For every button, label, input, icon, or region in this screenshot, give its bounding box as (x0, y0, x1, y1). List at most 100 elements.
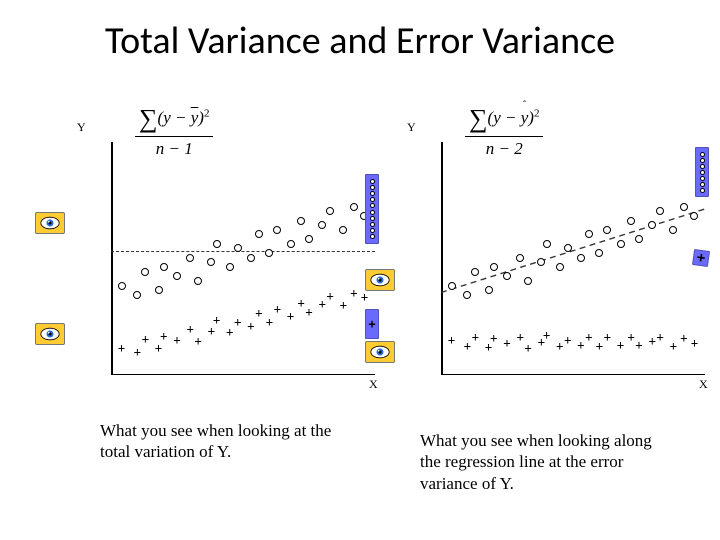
projected-point: + (490, 332, 497, 344)
data-point (141, 268, 149, 276)
data-point (556, 263, 564, 271)
formula-left-den: n − 1 (135, 137, 213, 159)
regline-right (405, 120, 705, 390)
y-axis-label-right: Y (407, 120, 416, 135)
projected-point: + (361, 291, 368, 303)
data-point (207, 258, 215, 266)
data-point (595, 249, 603, 257)
eyes-right (405, 120, 705, 390)
y-axis-label-left: Y (77, 120, 86, 135)
data-point (577, 254, 585, 262)
data-point (326, 207, 334, 215)
projection-left: ++++++++++++++++++++++++ (75, 120, 375, 390)
data-point (656, 207, 664, 215)
x-axis-right (441, 374, 705, 376)
projected-point: + (538, 336, 545, 348)
projected-point: + (194, 335, 201, 347)
projected-point: + (266, 316, 273, 328)
y-axis-left (111, 142, 113, 374)
data-point (537, 258, 545, 266)
data-point (339, 226, 347, 234)
data-point (448, 282, 456, 290)
projected-point: + (464, 340, 471, 352)
data-point (186, 254, 194, 262)
x-axis-label-right: X (699, 377, 708, 392)
eye-icon (35, 212, 65, 234)
data-point (160, 263, 168, 271)
eyes-left (75, 120, 375, 390)
data-point (648, 221, 656, 229)
data-point (490, 263, 498, 271)
data-point (463, 291, 471, 299)
projected-point: + (627, 331, 634, 343)
eye-icon (35, 323, 65, 345)
projected-point: + (118, 342, 125, 354)
data-point (265, 249, 273, 257)
projected-point: + (305, 306, 312, 318)
data-point (194, 277, 202, 285)
projected-point: + (326, 290, 333, 302)
data-point (350, 203, 358, 211)
marginal-dot-bar (365, 174, 379, 244)
ybar-guide (111, 251, 375, 252)
formula-right-den: n − 2 (465, 137, 543, 159)
data-point (503, 272, 511, 280)
data-point (617, 240, 625, 248)
x-axis-label-left: X (369, 377, 378, 392)
projected-point: + (577, 339, 584, 351)
projected-point: + (691, 337, 698, 349)
data-point (247, 254, 255, 262)
projected-point: + (680, 332, 687, 344)
projected-point: + (213, 314, 220, 326)
caption-right: What you see when looking along the regr… (420, 430, 670, 494)
marginal-cross-bar: + (692, 249, 710, 267)
sidebars-right: + (405, 120, 705, 390)
projected-point: + (503, 337, 510, 349)
marginal-dot-bar (695, 147, 709, 197)
projection-right: ++++++++++++++++++++++++ (405, 120, 705, 390)
projected-point: + (287, 310, 294, 322)
left-plot: Y X ∑(y − y)2 n − 1 ++++++++++++++++++++… (75, 120, 375, 390)
projected-point: + (556, 340, 563, 352)
formula-left-num: ∑(y − y)2 (135, 104, 213, 137)
projected-point: + (142, 333, 149, 345)
data-point (627, 217, 635, 225)
data-point (485, 286, 493, 294)
projected-point: + (226, 326, 233, 338)
projected-point: + (319, 298, 326, 310)
formula-right-num: ∑(y − ˆy)2 (465, 104, 543, 137)
projected-point: + (350, 287, 357, 299)
projected-point: + (485, 341, 492, 353)
slide-title: Total Variance and Error Variance (0, 18, 720, 64)
data-point (635, 235, 643, 243)
projected-point: + (247, 320, 254, 332)
projected-point: + (297, 297, 304, 309)
projected-point: + (670, 340, 677, 352)
projected-point: + (208, 325, 215, 337)
projected-point: + (649, 335, 656, 347)
projected-point: + (134, 346, 141, 358)
projected-point: + (160, 330, 167, 342)
data-point (297, 217, 305, 225)
projected-point: + (596, 340, 603, 352)
data-point (226, 263, 234, 271)
projected-point: + (524, 342, 531, 354)
data-point (603, 226, 611, 234)
projected-point: + (155, 342, 162, 354)
x-axis-left (111, 374, 375, 376)
data-point (155, 286, 163, 294)
data-point (118, 282, 126, 290)
right-plot: Y X ∑(y − ˆy)2 n − 2 +++++++++++++++++++… (405, 120, 705, 390)
projected-point: + (635, 339, 642, 351)
marginal-cross-bar: + (365, 309, 379, 339)
scatter-right (405, 120, 705, 390)
data-point (173, 272, 181, 280)
data-point (287, 240, 295, 248)
data-point (669, 226, 677, 234)
projected-point: + (448, 334, 455, 346)
projected-point: + (173, 334, 180, 346)
data-point (516, 254, 524, 262)
projected-point: + (472, 331, 479, 343)
data-point (213, 240, 221, 248)
sidebars-left: + (75, 120, 375, 390)
